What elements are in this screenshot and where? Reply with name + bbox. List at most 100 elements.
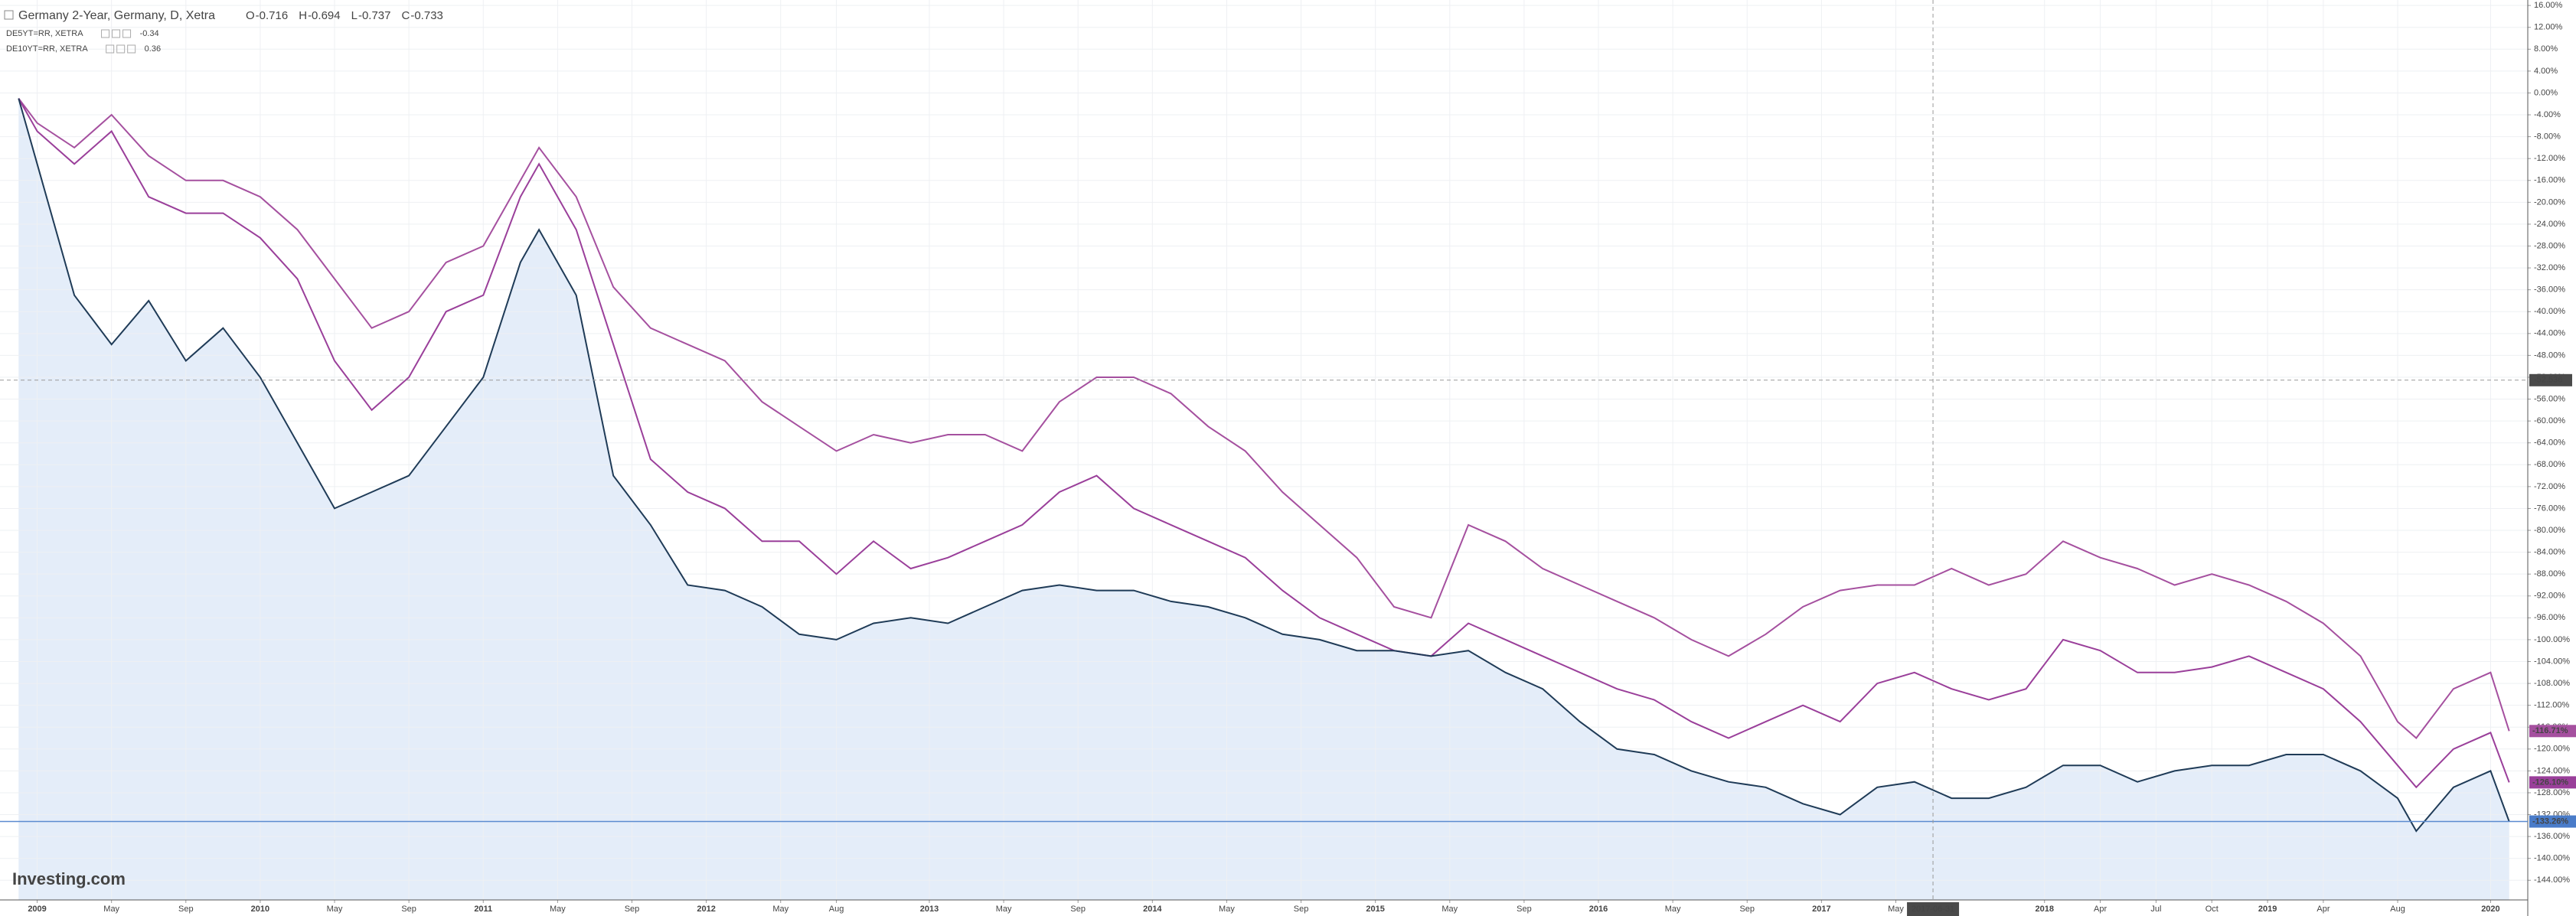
x-tick-label: May [1888, 905, 1904, 914]
x-tick-label: 2009 [28, 905, 46, 914]
legend-icon [101, 29, 110, 38]
x-tick-label: Sep [1294, 905, 1309, 914]
ohlc-key: O [246, 9, 255, 22]
y-tick-label: -96.00% [2534, 613, 2565, 622]
y-tick-label: -8.00% [2534, 132, 2561, 142]
y-tick-label: -28.00% [2534, 241, 2565, 250]
legend-icon [116, 44, 126, 54]
last-value-box [2529, 725, 2576, 738]
y-tick-label: -124.00% [2534, 766, 2570, 775]
y-tick-label: -80.00% [2534, 526, 2565, 535]
crosshair-y-box [2529, 373, 2572, 386]
x-tick-label: 2013 [920, 905, 939, 914]
ohlc-value: -0.694 [308, 9, 341, 22]
x-tick-label: Jul [2150, 905, 2161, 914]
collapse-icon [4, 10, 14, 20]
series-line [18, 98, 2510, 789]
legend-name: DE5YT=RR, XETRA [6, 29, 83, 38]
y-tick-label: -4.00% [2534, 110, 2561, 119]
y-tick-label: -16.00% [2534, 176, 2565, 185]
x-tick-label: Apr [2316, 905, 2330, 914]
x-tick-label: 2011 [474, 905, 492, 914]
y-tick-label: -56.00% [2534, 394, 2565, 403]
y-tick-label: -60.00% [2534, 416, 2565, 425]
legend-name: DE10YT=RR, XETRA [6, 44, 88, 54]
y-tick-label: -72.00% [2534, 482, 2565, 491]
last-value-label: -116.71% [2532, 726, 2568, 735]
y-tick-label: -112.00% [2534, 701, 2569, 710]
crosshair-x-box [1907, 902, 1960, 916]
x-tick-label: 2016 [1589, 905, 1608, 914]
y-tick-label: -36.00% [2534, 285, 2565, 295]
chart-title: Germany 2-Year, Germany, D, Xetra [18, 9, 215, 22]
x-tick-label: Sep [401, 905, 416, 914]
y-tick-label: -40.00% [2534, 307, 2565, 316]
y-tick-label: -64.00% [2534, 438, 2565, 448]
y-tick-label: -92.00% [2534, 592, 2565, 601]
y-tick-label: -44.00% [2534, 329, 2565, 338]
last-value-label: -133.26% [2532, 817, 2568, 826]
y-tick-label: -100.00% [2534, 635, 2570, 644]
area [18, 98, 2509, 901]
x-tick-label: Sep [625, 905, 640, 914]
legend-icon [122, 29, 132, 38]
y-tick-label: -128.00% [2534, 788, 2570, 797]
crosshair-y-label: -52.536 [2534, 376, 2562, 385]
x-tick-label: Sep [1517, 905, 1532, 914]
y-tick-label: 16.00% [2534, 1, 2563, 10]
y-tick-label: -68.00% [2534, 460, 2565, 469]
series-line [18, 98, 2510, 833]
series-line [18, 97, 2510, 739]
y-tick-label: -76.00% [2534, 504, 2565, 513]
x-tick-label: Oct [2205, 905, 2218, 914]
x-tick-label: 2014 [1143, 905, 1162, 914]
crosshair-x-label: 2017-06-31 [1912, 905, 1954, 914]
x-tick-label: May [1219, 905, 1235, 914]
y-tick-label: -32.00% [2534, 263, 2565, 272]
logo: Investing.com [12, 869, 126, 888]
y-tick-label: -104.00% [2534, 657, 2570, 666]
ohlc-value: -0.733 [410, 9, 443, 22]
y-tick-label: -20.00% [2534, 197, 2565, 207]
last-value-label: -126.10% [2532, 777, 2568, 787]
y-tick-label: -144.00% [2534, 875, 2570, 885]
y-tick-label: -108.00% [2534, 679, 2570, 688]
y-tick-label: -24.00% [2534, 220, 2565, 229]
y-tick-label: -88.00% [2534, 569, 2565, 579]
x-tick-label: 2018 [2035, 905, 2053, 914]
y-tick-label: -120.00% [2534, 745, 2570, 754]
y-tick-label: 0.00% [2534, 88, 2558, 97]
y-tick-label: 8.00% [2534, 44, 2558, 54]
x-tick-label: May [772, 905, 788, 914]
legend-icon [127, 44, 136, 54]
ohlc-value: -0.737 [358, 9, 391, 22]
x-tick-label: May [550, 905, 566, 914]
legend-icon [106, 44, 115, 54]
last-value-box [2529, 815, 2576, 828]
x-tick-label: Apr [2094, 905, 2107, 914]
ohlc-key: H [299, 9, 307, 22]
x-tick-label: Sep [1739, 905, 1755, 914]
ohlc-key: C [402, 9, 410, 22]
x-tick-label: 2019 [2258, 905, 2277, 914]
x-tick-label: May [103, 905, 119, 914]
y-tick-label: -136.00% [2534, 832, 2570, 841]
legend-value: 0.36 [145, 44, 161, 54]
legend-value: -0.34 [140, 29, 159, 38]
ohlc-value: -0.716 [256, 9, 289, 22]
x-tick-label: 2012 [697, 905, 715, 914]
x-tick-label: 2015 [1366, 905, 1384, 914]
y-tick-label: 12.00% [2534, 23, 2563, 32]
ohlc-key: L [351, 9, 358, 22]
x-tick-label: May [1665, 905, 1681, 914]
x-tick-label: Sep [1070, 905, 1086, 914]
y-tick-label: -84.00% [2534, 548, 2565, 557]
x-tick-label: 2017 [1812, 905, 1830, 914]
x-tick-label: 2020 [2481, 905, 2499, 914]
x-tick-label: Aug [2390, 905, 2405, 914]
legend-icon [112, 29, 121, 38]
x-tick-label: Aug [829, 905, 844, 914]
x-tick-label: May [996, 905, 1012, 914]
y-tick-label: -12.00% [2534, 154, 2565, 163]
